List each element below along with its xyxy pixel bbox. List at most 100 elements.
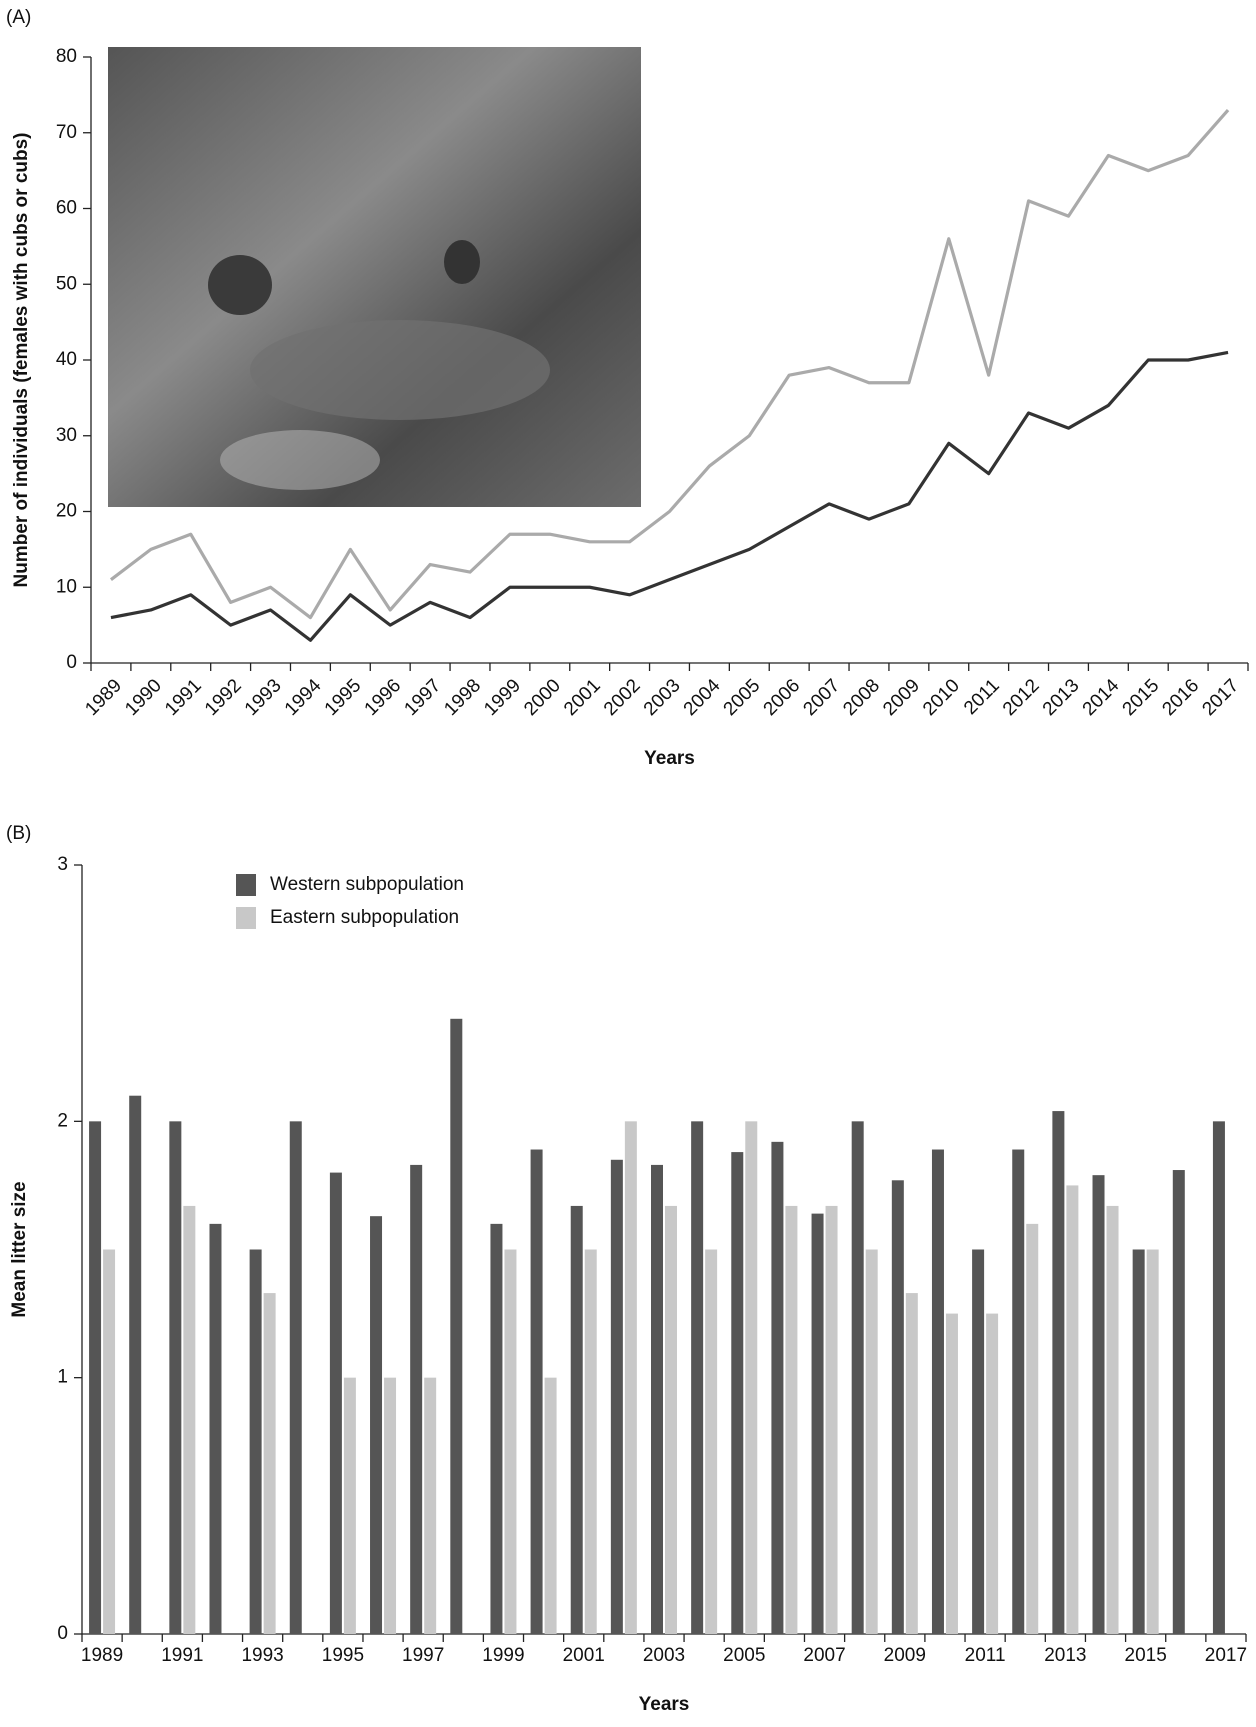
x-tick-label: 2016 <box>1158 675 1203 720</box>
y-tick-label: 2 <box>57 1110 68 1131</box>
bar <box>906 1293 918 1634</box>
bar <box>585 1250 597 1635</box>
legend-label: Eastern subpopulation <box>270 907 459 928</box>
x-tick-label: 1990 <box>121 675 166 720</box>
bar <box>545 1378 557 1634</box>
bar <box>866 1250 878 1635</box>
x-tick-label: 1991 <box>161 1645 203 1666</box>
x-tick-label: 2013 <box>1044 1645 1086 1666</box>
y-tick-label: 80 <box>56 46 77 67</box>
x-tick-label: 2017 <box>1205 1645 1247 1666</box>
x-tick-label: 1993 <box>241 1645 283 1666</box>
bar <box>932 1150 944 1634</box>
x-tick-label: 2015 <box>1125 1645 1167 1666</box>
bar <box>183 1206 195 1634</box>
x-tick-label: 2011 <box>960 675 1004 719</box>
x-tick-label: 1991 <box>161 675 206 720</box>
bar <box>169 1121 181 1634</box>
x-tick-label: 1992 <box>201 675 246 720</box>
x-tick-label: 1995 <box>321 675 366 720</box>
bar <box>89 1121 101 1634</box>
x-tick-label: 2014 <box>1079 675 1124 720</box>
bar <box>410 1165 422 1634</box>
bar <box>504 1250 516 1635</box>
x-tick-label: 2010 <box>919 675 964 720</box>
bar <box>1093 1175 1105 1634</box>
x-tick-label: 1997 <box>402 1645 444 1666</box>
x-tick-label: 1999 <box>480 675 525 720</box>
bar <box>946 1314 958 1634</box>
x-tick-label: 2008 <box>839 675 884 720</box>
x-tick-label: 1993 <box>241 675 286 720</box>
legend-swatch <box>236 874 256 896</box>
bar <box>812 1214 824 1634</box>
bar <box>490 1224 502 1634</box>
x-tick-label: 2005 <box>720 675 765 720</box>
bar <box>651 1165 663 1634</box>
x-axis-label: Years <box>644 748 695 769</box>
x-tick-label: 2004 <box>680 675 725 720</box>
figure: (A) Number of individuals (females with c… <box>0 0 1256 1722</box>
bar <box>1066 1185 1078 1634</box>
bar <box>986 1314 998 1634</box>
bar <box>1147 1250 1159 1635</box>
bar <box>1173 1170 1185 1634</box>
x-tick-label: 1997 <box>400 675 445 720</box>
bar <box>771 1142 783 1634</box>
panel-label: (A) <box>6 7 31 28</box>
x-tick-label: 2012 <box>999 675 1044 720</box>
panel-label: (B) <box>6 823 31 844</box>
x-tick-label: 2007 <box>799 675 844 720</box>
bar <box>450 1019 462 1634</box>
x-tick-label: 2009 <box>884 1645 926 1666</box>
y-tick-label: 20 <box>56 501 77 522</box>
bar <box>1107 1206 1119 1634</box>
x-tick-label: 2001 <box>560 675 605 720</box>
y-tick-label: 3 <box>57 854 68 875</box>
bar <box>1012 1150 1024 1634</box>
bar <box>370 1216 382 1634</box>
bar <box>129 1096 141 1634</box>
legend-swatch <box>236 907 256 929</box>
x-tick-label: 2013 <box>1039 675 1084 720</box>
x-tick-label: 1996 <box>361 675 406 720</box>
bar <box>1026 1224 1038 1634</box>
y-tick-label: 1 <box>57 1367 68 1388</box>
photo <box>108 47 641 507</box>
bar <box>344 1378 356 1634</box>
x-tick-label: 1989 <box>81 1645 123 1666</box>
x-tick-label: 2011 <box>965 1645 1006 1666</box>
y-tick-label: 30 <box>56 425 77 446</box>
y-tick-label: 10 <box>56 576 77 597</box>
x-tick-label: 2017 <box>1198 675 1243 720</box>
y-axis-label: Mean litter size <box>9 1181 30 1317</box>
y-axis-label: Number of individuals (females with cubs… <box>11 132 32 587</box>
bar <box>691 1121 703 1634</box>
x-tick-label: 2000 <box>520 675 565 720</box>
bar <box>1133 1250 1145 1635</box>
y-tick-label: 50 <box>56 273 77 294</box>
bar <box>290 1121 302 1634</box>
bar <box>103 1250 115 1635</box>
bar <box>731 1152 743 1634</box>
x-tick-label: 2001 <box>563 1645 605 1666</box>
bar <box>745 1121 757 1634</box>
x-axis-label: Years <box>639 1694 690 1715</box>
x-tick-label: 2007 <box>803 1645 845 1666</box>
x-tick-label: 2003 <box>643 1645 685 1666</box>
y-tick-label: 0 <box>57 1623 68 1644</box>
bar <box>571 1206 583 1634</box>
bar <box>1213 1121 1225 1634</box>
y-tick-label: 40 <box>56 349 77 370</box>
y-tick-label: 70 <box>56 122 77 143</box>
x-tick-label: 2006 <box>760 675 805 720</box>
x-tick-label: 2015 <box>1119 675 1164 720</box>
bar <box>972 1250 984 1635</box>
bar <box>611 1160 623 1634</box>
bar <box>1052 1111 1064 1634</box>
x-tick-label: 1998 <box>440 675 485 720</box>
legend-label: Western subpopulation <box>270 874 464 895</box>
bar <box>705 1250 717 1635</box>
x-tick-label: 1989 <box>81 675 126 720</box>
bar <box>250 1250 262 1635</box>
